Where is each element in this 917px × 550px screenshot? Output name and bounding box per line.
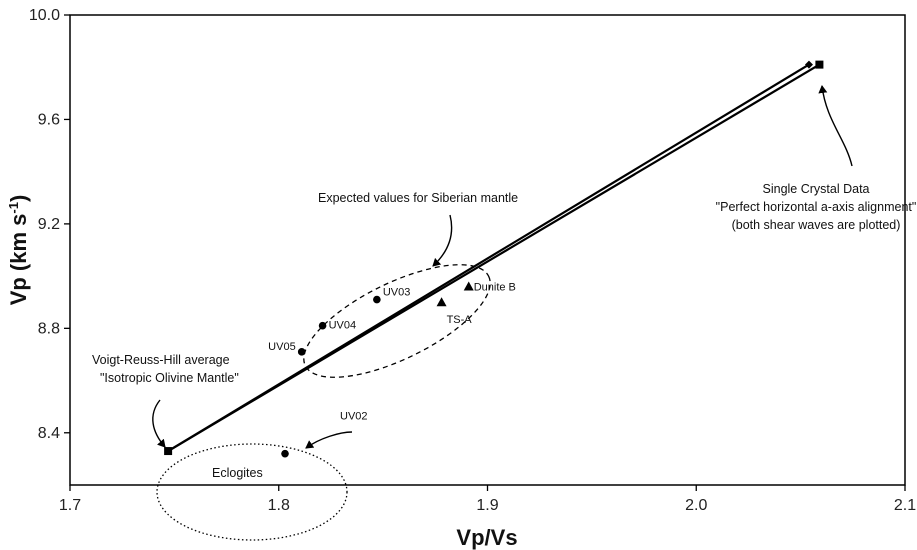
single-crystal-line1: Single Crystal Data [763, 182, 870, 196]
y-tick-label: 9.2 [38, 216, 60, 233]
data-point-square [815, 60, 824, 69]
x-axis-title: Vp/Vs [456, 525, 517, 550]
vrh-annotation-line1: Voigt-Reuss-Hill average [92, 353, 230, 367]
data-points: UV05 UV04 UV03 UV02 TS-A Dunite B [164, 60, 824, 458]
y-tick-label: 8.8 [38, 320, 60, 337]
single-crystal-arrow [818, 85, 853, 167]
eclogites-ellipse [156, 443, 348, 541]
data-point-circle [281, 449, 289, 458]
x-tick-label: 1.7 [59, 497, 81, 514]
data-point-triangle [436, 297, 447, 307]
series-lines [167, 63, 820, 453]
y-axis: 8.4 8.8 9.2 9.6 10.0 [29, 7, 70, 442]
data-point-label: UV05 [268, 341, 296, 353]
data-point-triangle [463, 281, 474, 291]
data-point-square [164, 447, 173, 456]
single-crystal-line2: "Perfect horizontal a-axis alignment" [716, 200, 917, 214]
vrh-arrow [152, 399, 166, 448]
expected-annotation: Expected values for Siberian mantle [318, 191, 518, 205]
data-point-label: TS-A [447, 314, 473, 326]
data-point-label: UV03 [383, 287, 411, 299]
data-point-label: UV02 [340, 411, 368, 423]
vrh-annotation-line2: "Isotropic Olivine Mantle" [100, 371, 239, 385]
data-point-circle [373, 295, 381, 304]
siberian-mantle-ellipse [303, 264, 491, 378]
eclogites-label: Eclogites [212, 466, 263, 480]
y-tick-label: 9.6 [38, 111, 60, 128]
uv02-arrow [305, 431, 353, 449]
data-point-label: Dunite B [474, 282, 516, 294]
series-line [167, 63, 810, 452]
y-tick-label: 8.4 [38, 425, 60, 442]
y-tick-label: 10.0 [29, 7, 60, 24]
single-crystal-line3: (both shear waves are plotted) [732, 218, 901, 232]
expected-arrow [432, 214, 453, 267]
x-tick-label: 1.8 [268, 497, 290, 514]
data-point-diamond [804, 60, 813, 69]
x-tick-label: 2.0 [685, 497, 707, 514]
x-tick-label: 1.9 [476, 497, 498, 514]
plot-area [69, 14, 906, 486]
data-point-circle [318, 321, 327, 330]
x-axis: 1.7 1.8 1.9 2.0 2.1 [59, 485, 916, 514]
data-point-circle [297, 348, 306, 356]
x-tick-label: 2.1 [894, 497, 916, 514]
y-axis-title: Vp (km s-1) [6, 195, 31, 306]
y-axis-title-superscript: -1 [6, 202, 21, 214]
data-point-label: UV04 [329, 320, 357, 332]
